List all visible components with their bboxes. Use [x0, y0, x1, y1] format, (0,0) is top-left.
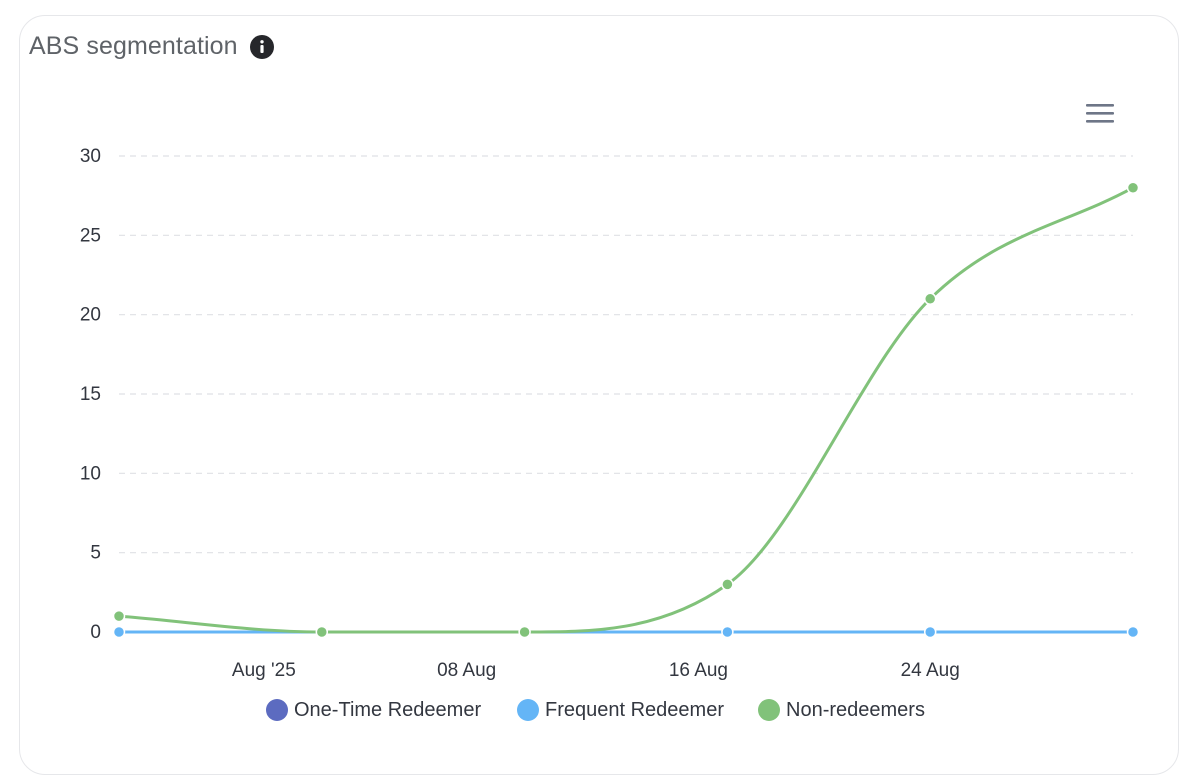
x-tick-label: 16 Aug	[669, 660, 728, 681]
series-line-non-redeemers	[117, 186, 1135, 634]
y-tick-label: 5	[90, 543, 101, 564]
chart-title: ABS segmentation	[29, 32, 238, 60]
data-point-frequent-redeemer	[112, 625, 126, 639]
info-icon[interactable]	[249, 34, 274, 59]
legend-marker-icon	[266, 699, 288, 721]
data-point-frequent-redeemer	[923, 625, 937, 639]
chart-legend: One-Time Redeemer Frequent Redeemer Non-re…	[0, 696, 1200, 724]
data-point-frequent-redeemer	[721, 625, 734, 639]
x-tick-label: 24 Aug	[901, 660, 960, 681]
data-point-non-redeemers	[112, 609, 126, 623]
data-point-non-redeemers	[1126, 181, 1140, 194]
legend-label: Frequent Redeemer	[545, 698, 724, 721]
card-header: ABS segmentation	[29, 32, 274, 61]
legend-item-non-redeemers[interactable]: Non-redeemers	[758, 696, 925, 724]
data-point-non-redeemers	[518, 625, 531, 639]
chart-card	[19, 15, 1179, 775]
data-point-non-redeemers	[923, 292, 937, 306]
y-tick-label: 25	[80, 225, 101, 246]
legend-label: Non-redeemers	[786, 698, 925, 721]
data-point-non-redeemers	[721, 578, 734, 591]
y-tick-label: 15	[80, 384, 101, 405]
data-point-frequent-redeemer	[1126, 625, 1140, 639]
legend-item-one-time-redeemer[interactable]: One-Time Redeemer	[266, 696, 481, 724]
x-tick-label: 08 Aug	[437, 660, 496, 681]
legend-item-frequent-redeemer[interactable]: Frequent Redeemer	[517, 696, 724, 724]
data-point-non-redeemers	[315, 625, 329, 639]
y-tick-label: 30	[80, 146, 101, 167]
hamburger-menu-icon[interactable]	[1085, 102, 1115, 126]
legend-label: One-Time Redeemer	[294, 698, 482, 721]
y-tick-label: 20	[80, 305, 101, 326]
legend-marker-icon	[517, 699, 539, 721]
x-tick-label: Aug '25	[232, 660, 296, 681]
y-tick-label: 0	[90, 622, 101, 643]
line-chart: 0 5 10 15 20 25 30 Aug '25 08 Aug 16 Aug 24 Aug	[80, 146, 1140, 681]
y-tick-label: 10	[80, 463, 101, 484]
legend-marker-icon	[758, 699, 780, 721]
